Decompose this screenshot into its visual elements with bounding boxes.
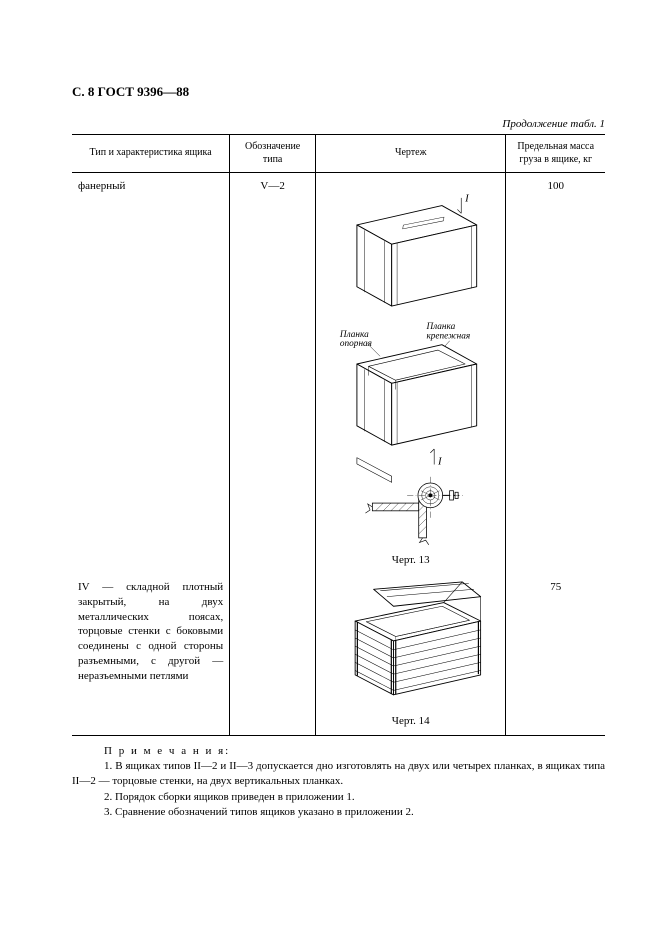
drawing-13-caption: Черт. 13 <box>322 553 499 568</box>
col-header-drawing: Чертеж <box>316 135 506 173</box>
cell-drawing-1: I Планка опорная Планка крепежная <box>316 173 506 574</box>
cell-designation-1: V—2 <box>230 173 316 574</box>
cell-mass-2: 75 <box>506 574 605 735</box>
col-header-mass: Предельная масса груза в ящике, кг <box>506 135 605 173</box>
svg-text:Планка крепежная: Планка крепежная <box>425 322 470 341</box>
table-header-row: Тип и характеристика ящика Обозначение т… <box>72 135 605 173</box>
section-marker-bottom: I <box>437 455 443 467</box>
note-item-2: 2. Порядок сборки ящиков приведен в прил… <box>72 790 605 805</box>
continuation-label: Продолжение табл. 1 <box>72 118 605 130</box>
col-header-type: Тип и характеристика ящика <box>72 135 230 173</box>
cell-description-2: IV — складной плотный закрытый, на двух … <box>72 574 230 735</box>
notes-block: П р и м е ч а н и я: 1. В ящиках типов I… <box>72 744 605 821</box>
cell-mass-1: 100 <box>506 173 605 574</box>
drawing-14-caption: Черт. 14 <box>322 714 499 729</box>
label-planka-krep-1: Планка <box>425 322 455 332</box>
section-marker-top: I <box>464 193 470 205</box>
cell-designation-2 <box>230 574 316 735</box>
page-header: С. 8 ГОСТ 9396—88 <box>72 84 605 100</box>
col-header-designation: Обозначение типа <box>230 135 316 173</box>
main-table: Тип и характеристика ящика Обозначение т… <box>72 134 605 736</box>
label-planka-opornaya-1: Планка <box>339 330 369 340</box>
label-planka-krep-2: крепежная <box>426 332 470 342</box>
note-item-1: 1. В ящиках типов II—2 и II—3 допускаетс… <box>72 759 605 790</box>
document-page: С. 8 ГОСТ 9396—88 Продолжение табл. 1 Ти… <box>0 0 661 936</box>
cell-drawing-2: Черт. 14 <box>316 574 506 735</box>
note-item-3: 3. Сравнение обозначений типов ящиков ук… <box>72 805 605 820</box>
svg-text:Планка опорная: Планка опорная <box>339 330 372 349</box>
drawing-13-svg: I Планка опорная Планка крепежная <box>326 179 496 549</box>
notes-title: П р и м е ч а н и я: <box>72 744 605 759</box>
drawing-14-svg <box>333 580 488 710</box>
table-row: IV — складной плотный закрытый, на двух … <box>72 574 605 735</box>
label-planka-opornaya-2: опорная <box>340 339 372 349</box>
cell-description-1: фанерный <box>72 173 230 574</box>
table-row: фанерный V—2 <box>72 173 605 574</box>
